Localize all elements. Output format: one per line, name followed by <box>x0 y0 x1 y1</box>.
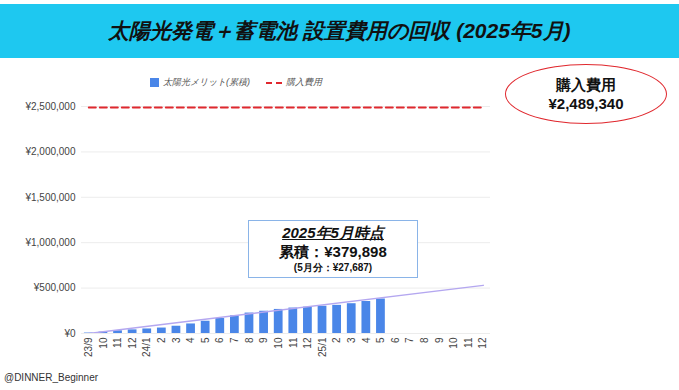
html-text:(5月分：¥27,687): (5月分：¥27,687) <box>293 262 373 273</box>
svg-text:¥500,000: ¥500,000 <box>33 282 76 293</box>
svg-text:10: 10 <box>98 337 109 349</box>
svg-text:25/1: 25/1 <box>317 337 328 357</box>
svg-text:5: 5 <box>200 337 211 343</box>
svg-text:10: 10 <box>273 337 284 349</box>
html-text:太陽光発電＋蓄電池 設置費用の回収 (2025年5月): 太陽光発電＋蓄電池 設置費用の回収 (2025年5月) <box>108 19 571 42</box>
svg-text:10: 10 <box>448 337 459 349</box>
svg-text:2: 2 <box>156 337 167 343</box>
svg-text:8: 8 <box>419 337 430 343</box>
svg-text:6: 6 <box>390 337 401 343</box>
svg-text:¥1,500,000: ¥1,500,000 <box>24 192 75 203</box>
svg-text:12: 12 <box>302 337 313 349</box>
svg-text:4: 4 <box>361 337 372 343</box>
svg-text:¥1,000,000: ¥1,000,000 <box>24 237 75 248</box>
html-text:@DINNER_Beginner: @DINNER_Beginner <box>4 372 99 383</box>
svg-text:9: 9 <box>258 337 269 343</box>
svg-text:7: 7 <box>229 337 240 343</box>
svg-text:9: 9 <box>434 337 445 343</box>
svg-text:4: 4 <box>185 337 196 343</box>
svg-text:2: 2 <box>331 337 342 343</box>
svg-text:7: 7 <box>404 337 415 343</box>
html-text:2025年5月時点: 2025年5月時点 <box>282 224 384 241</box>
svg-text:23/9: 23/9 <box>83 337 94 357</box>
svg-text:3: 3 <box>171 337 182 343</box>
svg-text:¥0: ¥0 <box>63 328 76 339</box>
svg-text:5: 5 <box>375 337 386 343</box>
html-text:¥2,489,340: ¥2,489,340 <box>548 95 624 112</box>
svg-text:11: 11 <box>288 337 299 348</box>
svg-text:6: 6 <box>214 337 225 343</box>
svg-text:12: 12 <box>127 337 138 349</box>
svg-text:3: 3 <box>346 337 357 343</box>
html-text:太陽光メリット(累積): 太陽光メリット(累積) <box>163 77 250 87</box>
svg-text:8: 8 <box>244 337 255 343</box>
svg-text:¥2,000,000: ¥2,000,000 <box>24 146 75 157</box>
svg-text:¥2,500,000: ¥2,500,000 <box>24 101 75 112</box>
html-text:購入費用: 購入費用 <box>286 77 322 87</box>
svg-text:24/1: 24/1 <box>141 337 152 357</box>
svg-text:11: 11 <box>463 337 474 348</box>
svg-text:12: 12 <box>477 337 488 349</box>
svg-text:11: 11 <box>112 337 123 348</box>
html-text:累積：¥379,898: 累積：¥379,898 <box>279 243 387 260</box>
html-text:購入費用: 購入費用 <box>556 76 616 93</box>
